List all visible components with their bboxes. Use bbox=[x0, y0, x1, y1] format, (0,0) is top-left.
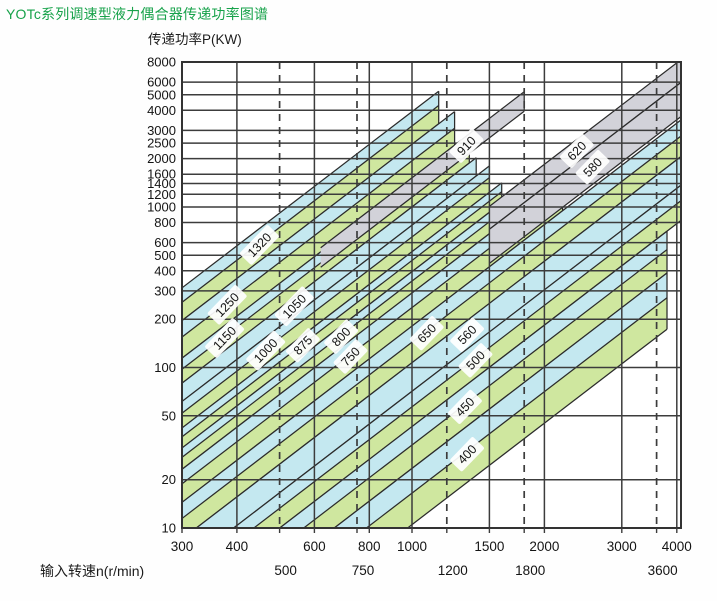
svg-text:400: 400 bbox=[154, 263, 176, 278]
svg-text:800: 800 bbox=[358, 539, 381, 554]
tick-labels-layer: 1020501002003004005006008001000120014001… bbox=[147, 55, 692, 579]
svg-text:600: 600 bbox=[303, 539, 326, 554]
svg-text:1500: 1500 bbox=[474, 539, 504, 554]
svg-text:10: 10 bbox=[162, 521, 176, 536]
svg-text:5000: 5000 bbox=[147, 87, 176, 102]
svg-text:1000: 1000 bbox=[397, 539, 427, 554]
svg-text:1600: 1600 bbox=[147, 167, 176, 182]
svg-text:8000: 8000 bbox=[147, 55, 176, 70]
svg-text:500: 500 bbox=[274, 563, 297, 578]
svg-text:300: 300 bbox=[171, 539, 194, 554]
svg-text:800: 800 bbox=[154, 215, 176, 230]
svg-text:600: 600 bbox=[154, 235, 176, 250]
svg-text:2000: 2000 bbox=[529, 539, 559, 554]
svg-text:6000: 6000 bbox=[147, 75, 176, 90]
svg-text:2500: 2500 bbox=[147, 136, 176, 151]
svg-text:3000: 3000 bbox=[147, 123, 176, 138]
svg-text:3600: 3600 bbox=[648, 563, 678, 578]
svg-text:1400: 1400 bbox=[147, 176, 176, 191]
svg-text:750: 750 bbox=[352, 563, 375, 578]
svg-text:100: 100 bbox=[154, 360, 176, 375]
y-axis-title: 传递功率P(KW) bbox=[148, 32, 242, 47]
page-title: YOTc系列调速型液力偶合器传递功率图谱 bbox=[6, 6, 269, 22]
svg-text:200: 200 bbox=[154, 312, 176, 327]
svg-text:500: 500 bbox=[154, 248, 176, 263]
svg-text:20: 20 bbox=[162, 472, 176, 487]
svg-text:4000: 4000 bbox=[662, 539, 692, 554]
svg-text:2000: 2000 bbox=[147, 151, 176, 166]
svg-text:300: 300 bbox=[154, 283, 176, 298]
svg-text:400: 400 bbox=[226, 539, 249, 554]
svg-text:1800: 1800 bbox=[515, 563, 545, 578]
svg-text:1000: 1000 bbox=[147, 200, 176, 215]
x-axis-title: 输入转速n(r/min) bbox=[40, 563, 145, 579]
svg-text:1200: 1200 bbox=[147, 187, 176, 202]
svg-text:50: 50 bbox=[162, 408, 176, 423]
svg-text:1200: 1200 bbox=[438, 563, 468, 578]
svg-text:4000: 4000 bbox=[147, 103, 176, 118]
svg-text:3000: 3000 bbox=[607, 539, 637, 554]
